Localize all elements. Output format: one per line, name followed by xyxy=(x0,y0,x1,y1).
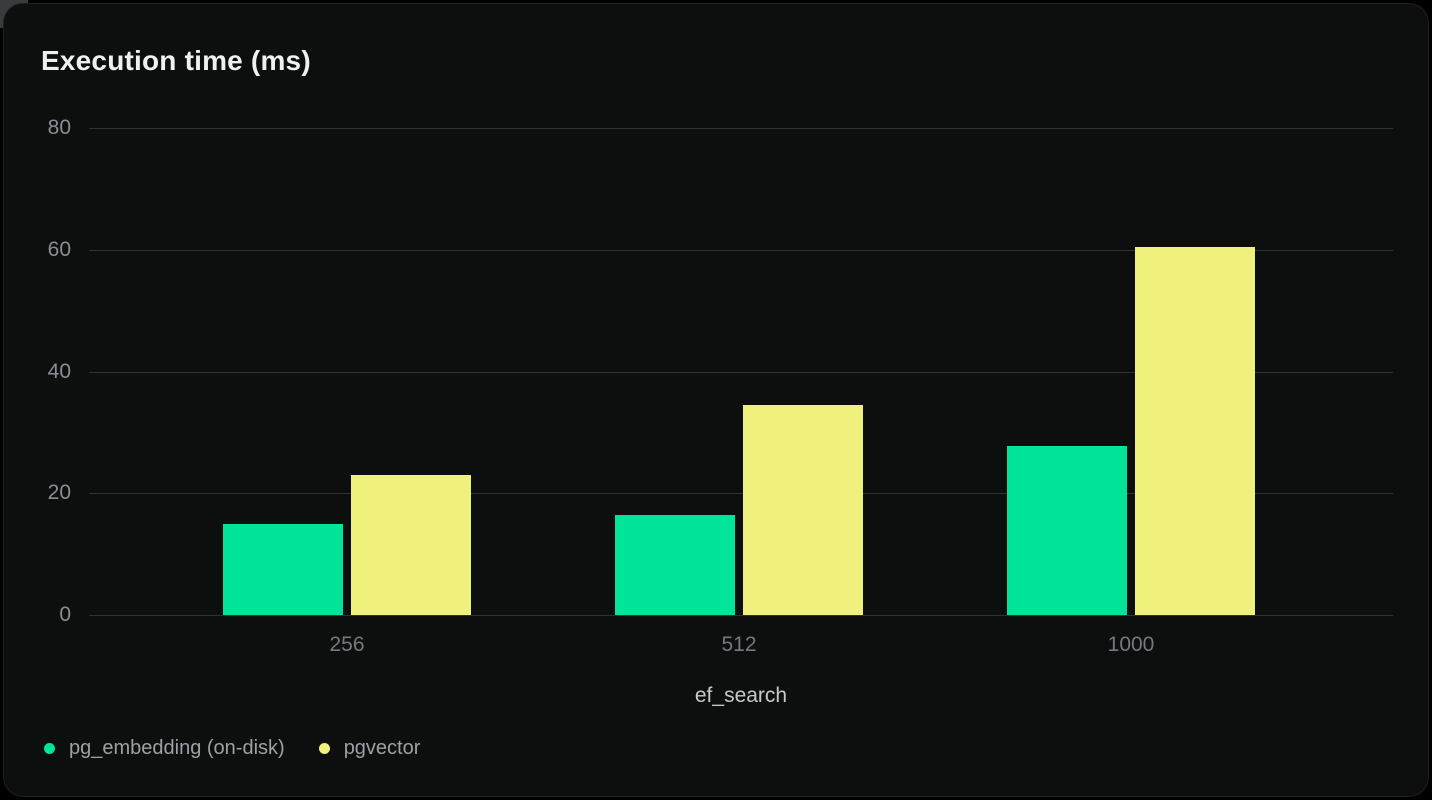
y-tick-label-20: 20 xyxy=(47,481,71,505)
bar-pg-embedding-on-disk-512[interactable] xyxy=(615,515,735,615)
y-tick-label-0: 0 xyxy=(59,603,71,626)
x-tick-label-512: 512 xyxy=(721,633,757,656)
x-axis-label: ef_search xyxy=(694,684,788,707)
x-tick-label-256: 256 xyxy=(329,633,365,656)
legend-label: pgvector xyxy=(343,737,421,759)
gridline-60 xyxy=(89,249,1393,251)
y-tick-label-80: 80 xyxy=(47,116,71,139)
x-tick-label-1000: 1000 xyxy=(1107,633,1155,656)
gridline-20 xyxy=(89,493,1393,495)
bar-pg-embedding-on-disk-256[interactable] xyxy=(223,523,343,615)
chart-card: Execution time (ms) 80 60 40 20 0 256 512 1000 e… xyxy=(3,3,1429,797)
bar-pg-embedding-on-disk-1000[interactable] xyxy=(1007,446,1127,615)
gridline-0 xyxy=(89,615,1393,616)
y-tick-label-60: 60 xyxy=(47,237,71,261)
chart-legend: pg_embedding (on-disk) pgvector xyxy=(44,737,420,760)
bar-pgvector-256[interactable] xyxy=(351,475,471,615)
legend-dot-icon xyxy=(318,743,330,754)
legend-label: pg_embedding (on-disk) xyxy=(69,737,285,759)
gridline-80 xyxy=(89,128,1393,129)
bar-pgvector-512[interactable] xyxy=(743,404,863,615)
legend-item-pgvector[interactable]: pgvector xyxy=(318,737,421,760)
legend-item-pg-embedding-on-disk[interactable]: pg_embedding (on-disk) xyxy=(44,737,285,760)
chart-title: Execution time (ms) xyxy=(41,45,311,76)
y-tick-label-40: 40 xyxy=(47,359,71,383)
plot-area: 80 60 40 20 0 256 512 1000 ef_search xyxy=(48,116,1393,707)
legend-dot-icon xyxy=(44,743,55,754)
gridline-40 xyxy=(89,371,1393,373)
bar-pgvector-1000[interactable] xyxy=(1135,246,1255,615)
